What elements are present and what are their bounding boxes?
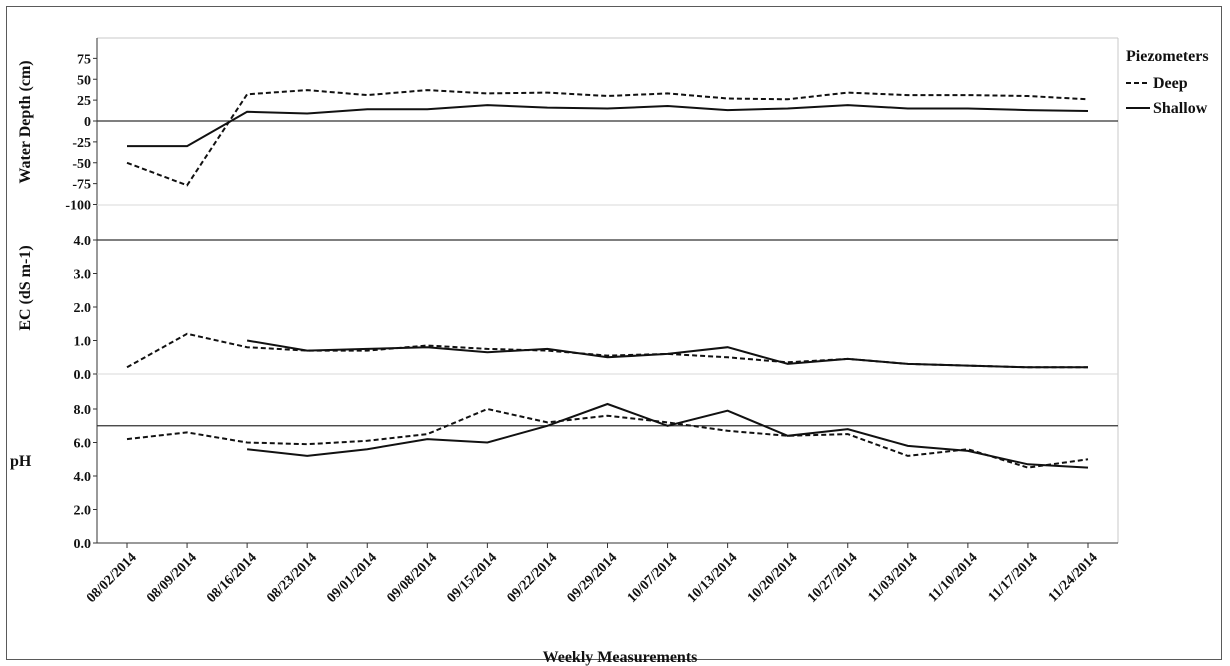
x-tick-label: 10/07/2014 (625, 550, 681, 606)
x-tick-label: 10/27/2014 (805, 550, 861, 606)
x-tick-label: 09/15/2014 (444, 550, 500, 606)
ph-series-deep (126, 407, 1089, 469)
ec-series-deep (126, 332, 1088, 369)
depth-ytick-label: 25 (77, 94, 91, 109)
x-tick-label: 09/29/2014 (565, 550, 621, 606)
ec-series-shallow (246, 339, 1088, 369)
depth-ytick-label: -50 (72, 157, 91, 172)
x-tick-label: 11/17/2014 (986, 550, 1041, 605)
x-tick-label: 10/13/2014 (685, 550, 741, 606)
ph-ytick-label: 4.0 (74, 470, 92, 485)
depth-ytick-label: 0 (84, 115, 91, 130)
depth-ytick-label: -100 (65, 199, 91, 214)
x-tick-label: 11/03/2014 (865, 550, 920, 605)
ph-series-shallow (246, 402, 1089, 469)
ph-y-axis-title: pH (10, 453, 32, 470)
depth-series-deep (126, 89, 1089, 187)
ph-ytick-label: 8.0 (74, 403, 92, 418)
chart-frame (6, 6, 1222, 660)
ec-ytick-label: 3.0 (74, 268, 92, 283)
x-tick-label: 11/24/2014 (1046, 550, 1101, 605)
ec-ytick-label: 0.0 (74, 368, 92, 383)
x-tick-label: 08/23/2014 (264, 550, 320, 606)
ec-y-axis-title: EC (dS m-1) (17, 245, 34, 330)
ph-ytick-label: 0.0 (74, 537, 92, 552)
x-tick-label: 09/01/2014 (324, 550, 380, 606)
depth-ytick-label: -75 (72, 178, 91, 193)
ph-ytick-label: 2.0 (74, 504, 92, 519)
legend-entry-deep: Deep (1153, 75, 1188, 92)
depth-ytick-label: 50 (77, 73, 91, 88)
x-tick-label: 10/20/2014 (745, 550, 801, 606)
x-tick-label: 09/08/2014 (384, 550, 440, 606)
ec-ytick-label: 1.0 (74, 335, 92, 350)
depth-series-shallow (127, 104, 1089, 148)
depth-ytick-label: 75 (77, 52, 91, 67)
legend-entry-shallow: Shallow (1153, 100, 1208, 117)
x-tick-label: 08/16/2014 (204, 550, 260, 606)
x-tick-label: 11/10/2014 (926, 550, 981, 605)
ec-ytick-label: 2.0 (74, 301, 92, 316)
ec-ytick-label: 4.0 (74, 234, 92, 249)
ph-ytick-label: 6.0 (74, 437, 92, 452)
depth-ytick-label: -25 (72, 136, 91, 151)
x-tick-label: 08/02/2014 (84, 550, 140, 606)
x-tick-label: 08/09/2014 (144, 550, 200, 606)
x-tick-label: 09/22/2014 (505, 550, 561, 606)
legend-title: Piezometers (1126, 48, 1209, 65)
depth-y-axis-title: Water Depth (cm) (17, 60, 34, 183)
x-axis-title: Weekly Measurements (543, 649, 698, 666)
